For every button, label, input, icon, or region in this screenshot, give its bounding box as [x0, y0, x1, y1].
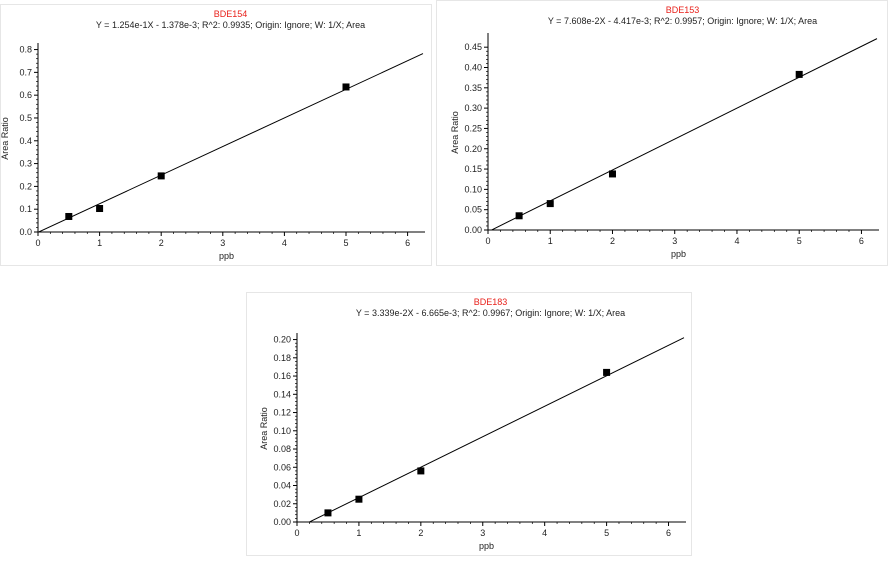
data-point: [546, 200, 554, 208]
data-point: [342, 83, 350, 91]
data-point: [608, 170, 616, 178]
x-tick-label: 6: [666, 528, 671, 538]
x-axis-label: ppb: [219, 251, 234, 261]
data-point: [355, 495, 363, 503]
chart-title: BDE153: [666, 5, 700, 15]
y-tick-label: 0.2: [19, 181, 32, 191]
y-tick-label: 0.8: [19, 45, 32, 55]
x-tick-label: 4: [734, 236, 739, 246]
data-point: [603, 368, 611, 376]
y-tick-label: 0.10: [273, 426, 291, 436]
y-tick-label: 0.4: [19, 136, 32, 146]
x-tick-label: 2: [159, 238, 164, 248]
y-tick-label: 0.5: [19, 113, 32, 123]
x-tick-label: 5: [343, 238, 348, 248]
x-tick-label: 5: [604, 528, 609, 538]
regression-equation: Y = 7.608e-2X - 4.417e-3; R^2: 0.9957; O…: [548, 16, 817, 26]
x-tick-label: 3: [480, 528, 485, 538]
y-axis-label: Area Ratio: [450, 111, 460, 154]
regression-equation: Y = 3.339e-2X - 6.665e-3; R^2: 0.9967; O…: [356, 308, 625, 318]
data-point: [795, 70, 803, 78]
x-tick-label: 0: [485, 236, 490, 246]
y-tick-label: 0.20: [464, 144, 482, 154]
y-tick-label: 0.1: [19, 204, 32, 214]
data-point: [324, 509, 332, 517]
y-tick-label: 0.40: [464, 63, 482, 73]
x-tick-label: 1: [97, 238, 102, 248]
x-tick-label: 1: [548, 236, 553, 246]
y-tick-label: 0.08: [273, 444, 291, 454]
y-axis-label: Area Ratio: [259, 407, 269, 450]
regression-equation: Y = 1.254e-1X - 1.378e-3; R^2: 0.9935; O…: [96, 20, 365, 30]
x-tick-label: 6: [405, 238, 410, 248]
x-tick-label: 5: [797, 236, 802, 246]
x-tick-label: 2: [610, 236, 615, 246]
chart-panel-bde153: BDE153 Y = 7.608e-2X - 4.417e-3; R^2: 0.9…: [436, 0, 888, 266]
x-tick-label: 2: [418, 528, 423, 538]
y-tick-label: 0.02: [273, 499, 291, 509]
x-tick-label: 4: [542, 528, 547, 538]
y-tick-label: 0.3: [19, 159, 32, 169]
y-tick-label: 0.30: [464, 103, 482, 113]
y-tick-label: 0.15: [464, 164, 482, 174]
y-tick-label: 0.7: [19, 67, 32, 77]
regression-line: [308, 337, 685, 522]
data-point: [96, 205, 104, 213]
x-axis-label: ppb: [479, 541, 494, 551]
chart-panel-bde183: BDE183 Y = 3.339e-2X - 6.665e-3; R^2: 0.9…: [246, 292, 692, 556]
y-tick-label: 0.35: [464, 83, 482, 93]
y-tick-label: 0.00: [273, 517, 291, 527]
y-tick-label: 0.16: [273, 371, 291, 381]
chart-title: BDE183: [474, 297, 508, 307]
y-tick-label: 0.05: [464, 205, 482, 215]
y-tick-label: 0.04: [273, 481, 291, 491]
data-point: [515, 212, 523, 220]
y-tick-label: 0.6: [19, 90, 32, 100]
data-point: [157, 172, 165, 180]
x-tick-label: 4: [282, 238, 287, 248]
y-tick-label: 0.20: [273, 335, 291, 345]
data-point: [65, 212, 73, 220]
y-tick-label: 0.10: [464, 184, 482, 194]
x-tick-label: 1: [356, 528, 361, 538]
x-tick-label: 3: [220, 238, 225, 248]
x-axis-label: ppb: [671, 249, 686, 259]
y-tick-label: 0.0: [19, 227, 32, 237]
y-tick-label: 0.12: [273, 408, 291, 418]
data-point: [417, 467, 425, 475]
y-tick-label: 0.45: [464, 42, 482, 52]
chart-title: BDE154: [214, 9, 248, 19]
y-tick-label: 0.00: [464, 225, 482, 235]
regression-line: [38, 53, 424, 232]
y-tick-label: 0.25: [464, 123, 482, 133]
x-tick-label: 3: [672, 236, 677, 246]
x-tick-label: 0: [35, 238, 40, 248]
regression-line: [490, 38, 878, 230]
x-tick-label: 6: [859, 236, 864, 246]
y-tick-label: 0.14: [273, 389, 291, 399]
y-tick-label: 0.18: [273, 353, 291, 363]
chart-panel-bde154: BDE154 Y = 1.254e-1X - 1.378e-3; R^2: 0.9…: [0, 4, 432, 266]
x-tick-label: 0: [294, 528, 299, 538]
y-axis-label: Area Ratio: [1, 117, 10, 160]
y-tick-label: 0.06: [273, 462, 291, 472]
